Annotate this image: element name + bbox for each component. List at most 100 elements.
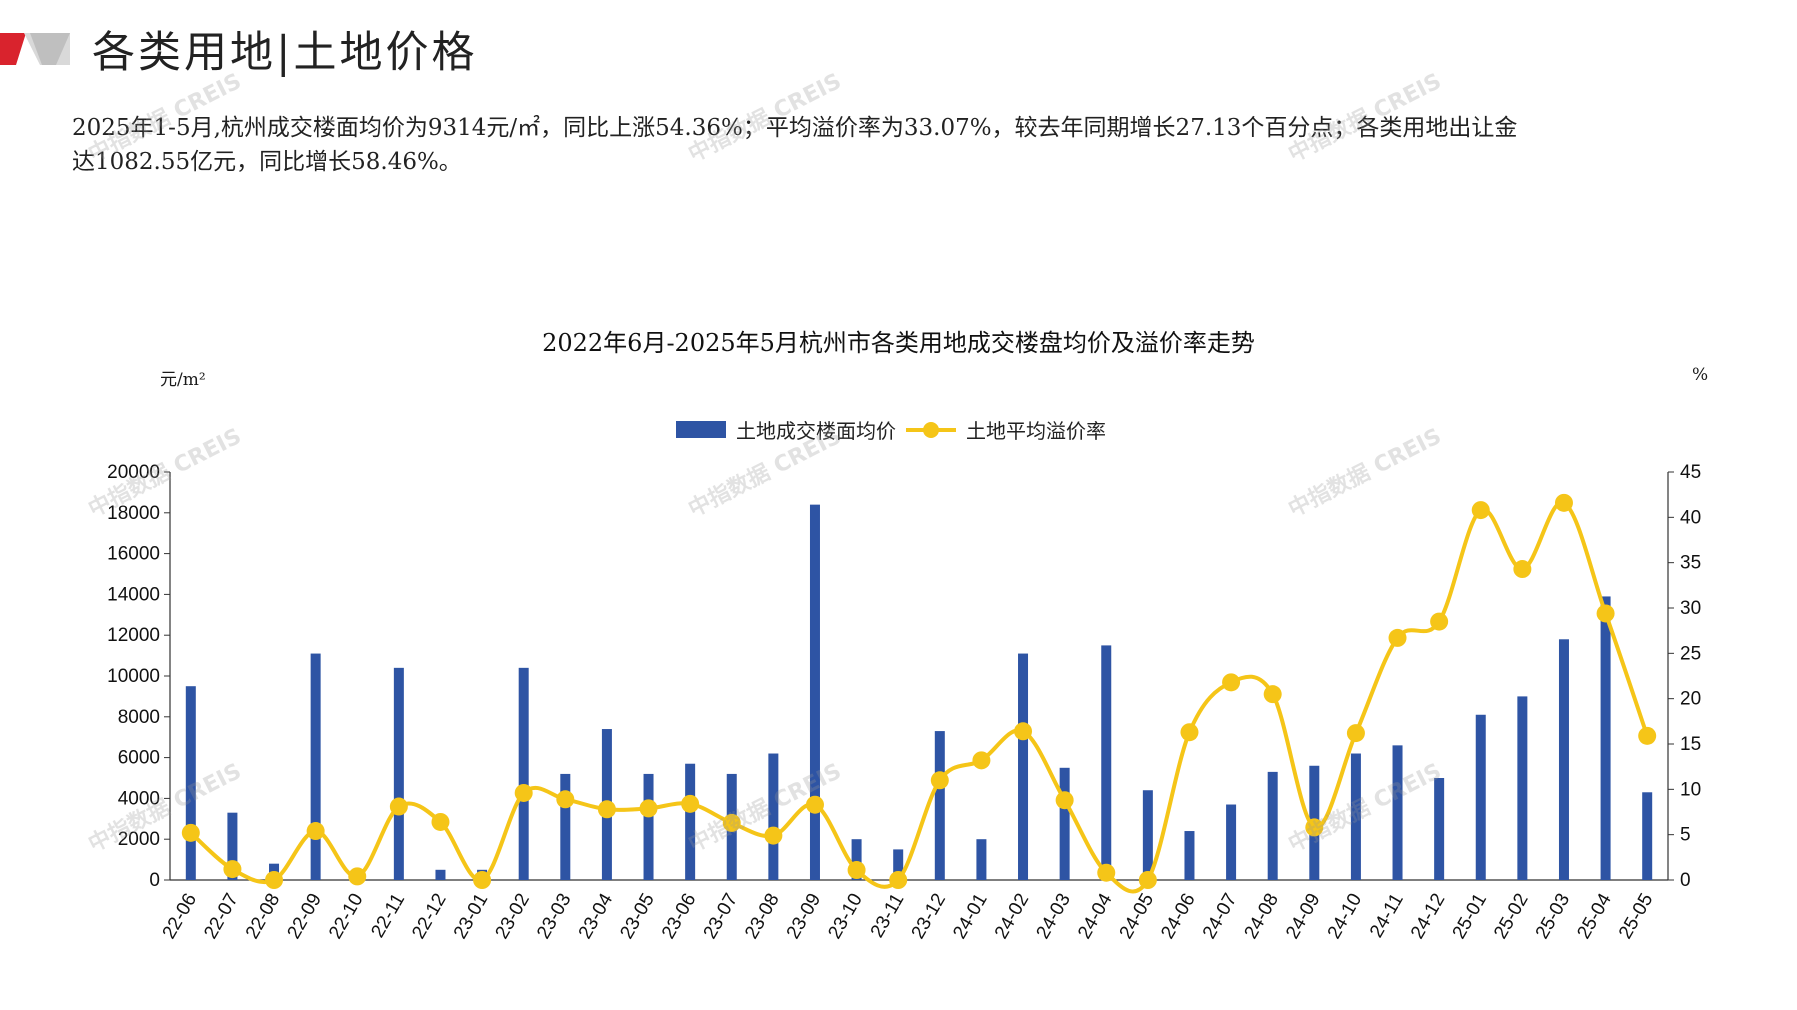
bar-24-05 <box>1142 790 1153 880</box>
point-23-04 <box>597 800 616 819</box>
x-tick-label: 23-08 <box>741 890 783 943</box>
x-tick-label: 24-08 <box>1241 890 1283 943</box>
x-tick-label: 24-07 <box>1199 890 1241 943</box>
x-tick-label: 23-02 <box>492 890 534 943</box>
left-y-tick-label: 6000 <box>118 748 160 769</box>
bar-24-12 <box>1434 778 1445 880</box>
x-tick-label: 24-01 <box>949 890 991 943</box>
bar-23-05 <box>643 773 654 880</box>
x-tick-label: 22-08 <box>242 890 284 943</box>
left-y-tick-label: 0 <box>149 870 160 891</box>
x-tick-label: 23-03 <box>533 890 575 943</box>
point-24-01 <box>972 751 991 770</box>
x-tick-label: 23-10 <box>824 890 866 943</box>
point-23-05 <box>639 799 658 818</box>
x-tick-label: 25-01 <box>1449 890 1491 943</box>
x-tick-label: 23-09 <box>783 890 825 943</box>
point-25-05 <box>1638 726 1657 745</box>
point-23-06 <box>681 794 700 813</box>
point-24-11 <box>1388 628 1407 647</box>
legend-line-swatch <box>906 420 956 440</box>
summary-line-2: 达1082.55亿元，同比增长58.46%。 <box>72 149 462 175</box>
bar-25-03 <box>1558 639 1569 880</box>
x-tick-label: 23-01 <box>450 890 492 943</box>
bar-25-04 <box>1600 596 1611 880</box>
right-y-tick-label: 45 <box>1680 462 1701 483</box>
x-tick-label: 23-07 <box>700 890 742 943</box>
legend-label-line: 土地平均溢价率 <box>966 419 1106 443</box>
point-24-02 <box>1014 722 1033 741</box>
left-y-tick-label: 8000 <box>118 707 160 728</box>
right-y-tick-label: 20 <box>1680 689 1701 710</box>
bar-23-02 <box>518 667 529 880</box>
left-y-tick-label: 4000 <box>118 788 160 809</box>
x-tick-label: 23-06 <box>658 890 700 943</box>
x-tick-label: 23-04 <box>575 890 618 943</box>
bar-23-09 <box>809 504 820 880</box>
summary-line-1: 2025年1-5月,杭州成交楼面均价为9314元/㎡，同比上涨54.36%；平均… <box>72 115 1518 141</box>
point-23-12 <box>930 771 949 790</box>
right-y-tick-label: 0 <box>1680 870 1691 891</box>
x-tick-label: 24-06 <box>1157 890 1199 943</box>
bar-24-11 <box>1392 745 1403 880</box>
chart-title: 2022年6月-2025年5月杭州市各类用地成交楼盘均价及溢价率走势 <box>542 329 1255 357</box>
x-tick-label: 22-11 <box>367 890 409 941</box>
bar-23-11 <box>893 849 904 880</box>
bar-22-11 <box>393 667 404 880</box>
point-24-10 <box>1346 724 1365 743</box>
right-y-tick-label: 25 <box>1680 643 1701 664</box>
right-y-tick-label: 35 <box>1680 553 1701 574</box>
bar-23-10 <box>851 839 862 880</box>
x-tick-label: 25-03 <box>1532 890 1574 943</box>
point-22-12 <box>431 812 450 831</box>
point-23-08 <box>764 826 783 845</box>
point-25-01 <box>1471 501 1490 520</box>
point-22-09 <box>306 822 325 841</box>
x-tick-label: 24-04 <box>1074 890 1117 943</box>
premium-rate-line <box>189 500 1650 894</box>
bar-23-08 <box>768 753 779 880</box>
point-22-07 <box>223 860 242 879</box>
x-tick-label: 25-05 <box>1615 890 1657 943</box>
point-24-04 <box>1097 863 1116 882</box>
bar-24-04 <box>1101 645 1112 880</box>
point-25-03 <box>1554 493 1573 512</box>
x-tick-label: 25-02 <box>1490 890 1532 943</box>
point-23-07 <box>722 813 741 832</box>
bar-23-03 <box>560 773 571 880</box>
point-23-09 <box>805 795 824 814</box>
x-tick-label: 24-09 <box>1282 890 1324 943</box>
brand-logo <box>0 33 70 65</box>
point-23-11 <box>889 871 908 889</box>
right-y-tick-label: 15 <box>1680 734 1701 755</box>
point-22-10 <box>348 867 367 886</box>
point-22-11 <box>389 797 408 816</box>
left-axis-unit: 元/m² <box>160 370 206 390</box>
chart-legend: 土地成交楼面均价 土地平均溢价率 <box>676 415 1116 444</box>
bar-23-12 <box>934 731 945 880</box>
legend-bar-swatch <box>676 421 726 438</box>
right-axis-unit: % <box>1692 365 1709 385</box>
x-tick-label: 22-10 <box>325 890 367 943</box>
left-y-tick-label: 20000 <box>107 462 160 483</box>
bar-25-02 <box>1517 696 1528 880</box>
left-y-tick-label: 14000 <box>107 584 160 605</box>
point-24-06 <box>1180 723 1199 742</box>
bar-24-01 <box>976 839 987 880</box>
x-tick-label: 22-12 <box>408 890 450 943</box>
bar-23-06 <box>685 763 696 880</box>
point-25-04 <box>1596 604 1615 623</box>
left-y-tick-label: 18000 <box>107 503 160 524</box>
legend-item-bar: 土地成交楼面均价 <box>676 415 896 444</box>
bar-24-10 <box>1350 753 1361 880</box>
page-title: 各类用地|土地价格 <box>92 28 478 78</box>
point-23-01 <box>473 871 492 889</box>
point-24-09 <box>1305 818 1324 837</box>
left-y-tick-label: 10000 <box>107 666 160 687</box>
x-tick-label: 23-05 <box>616 890 658 943</box>
right-y-tick-label: 40 <box>1680 507 1701 528</box>
bar-24-07 <box>1226 804 1237 880</box>
legend-item-line: 土地平均溢价率 <box>906 415 1106 444</box>
point-24-08 <box>1263 685 1282 704</box>
